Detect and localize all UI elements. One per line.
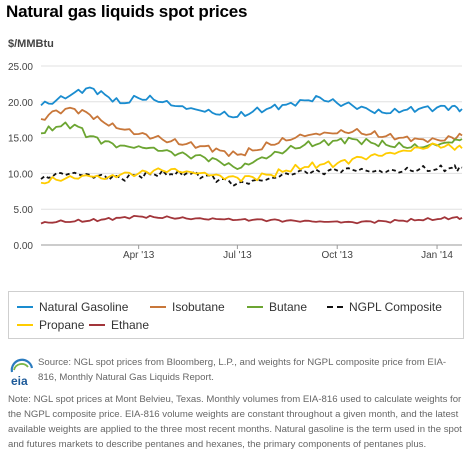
legend-item-ethane: Ethane bbox=[89, 318, 149, 332]
legend-swatch-isobutane bbox=[150, 305, 166, 308]
series-line-ethane bbox=[40, 214, 463, 225]
series-line-ngpl-composite bbox=[40, 164, 463, 187]
legend-label: Butane bbox=[269, 300, 308, 314]
y-tick-label: 10.00 bbox=[8, 169, 33, 180]
series-line-butane bbox=[40, 121, 463, 170]
legend-item-natural-gasoline: Natural Gasoline bbox=[17, 300, 128, 314]
legend-label: Isobutane bbox=[172, 300, 225, 314]
y-tick-label: 5.00 bbox=[14, 205, 34, 216]
legend-swatch-natural-gasoline bbox=[17, 305, 33, 308]
line-chart: 0.00 5.00 10.00 15.00 20.00 25.00 Apr '13 Jul '… bbox=[8, 62, 463, 261]
y-tick-label: 20.00 bbox=[8, 98, 33, 109]
legend-swatch-propane bbox=[17, 323, 33, 326]
y-tick-label: 25.00 bbox=[8, 62, 33, 73]
legend-item-ngpl-composite: NGPL Composite bbox=[327, 300, 442, 314]
legend-swatch-ngpl-composite bbox=[327, 305, 343, 308]
series-line-propane bbox=[40, 142, 463, 185]
x-tick-label: Jul '13 bbox=[223, 250, 252, 261]
eia-logo: eia bbox=[10, 358, 34, 388]
legend-item-isobutane: Isobutane bbox=[150, 300, 225, 314]
legend-item-propane: Propane bbox=[17, 318, 84, 332]
footnote: Note: NGL spot prices at Mont Belvieu, T… bbox=[8, 394, 462, 450]
legend-label: Natural Gasoline bbox=[39, 300, 129, 314]
series-line-natural-gasoline bbox=[40, 86, 463, 119]
legend-swatch-ethane bbox=[89, 323, 105, 326]
legend-swatch-butane bbox=[247, 305, 263, 308]
y-tick-label: 0.00 bbox=[14, 241, 34, 252]
chart-legend: Natural Gasoline Isobutane Butane NGPL C… bbox=[8, 291, 464, 339]
legend-label: NGPL Composite bbox=[349, 300, 442, 314]
y-axis-unit-label: $/MMBtu bbox=[8, 38, 54, 50]
y-tick-label: 15.00 bbox=[8, 134, 33, 145]
x-tick-label: Jan '14 bbox=[421, 250, 453, 261]
legend-label: Ethane bbox=[111, 318, 150, 332]
legend-label: Propane bbox=[39, 318, 85, 332]
x-tick-label: Apr '13 bbox=[123, 250, 155, 261]
eia-logo-text: eia bbox=[11, 374, 28, 388]
legend-item-butane: Butane bbox=[247, 300, 307, 314]
series-line-isobutane bbox=[40, 106, 463, 157]
source-note: Source: NGL spot prices from Bloomberg, … bbox=[38, 357, 447, 383]
x-tick-label: Oct '13 bbox=[322, 250, 354, 261]
chart-title: Natural gas liquids spot prices bbox=[6, 2, 248, 21]
